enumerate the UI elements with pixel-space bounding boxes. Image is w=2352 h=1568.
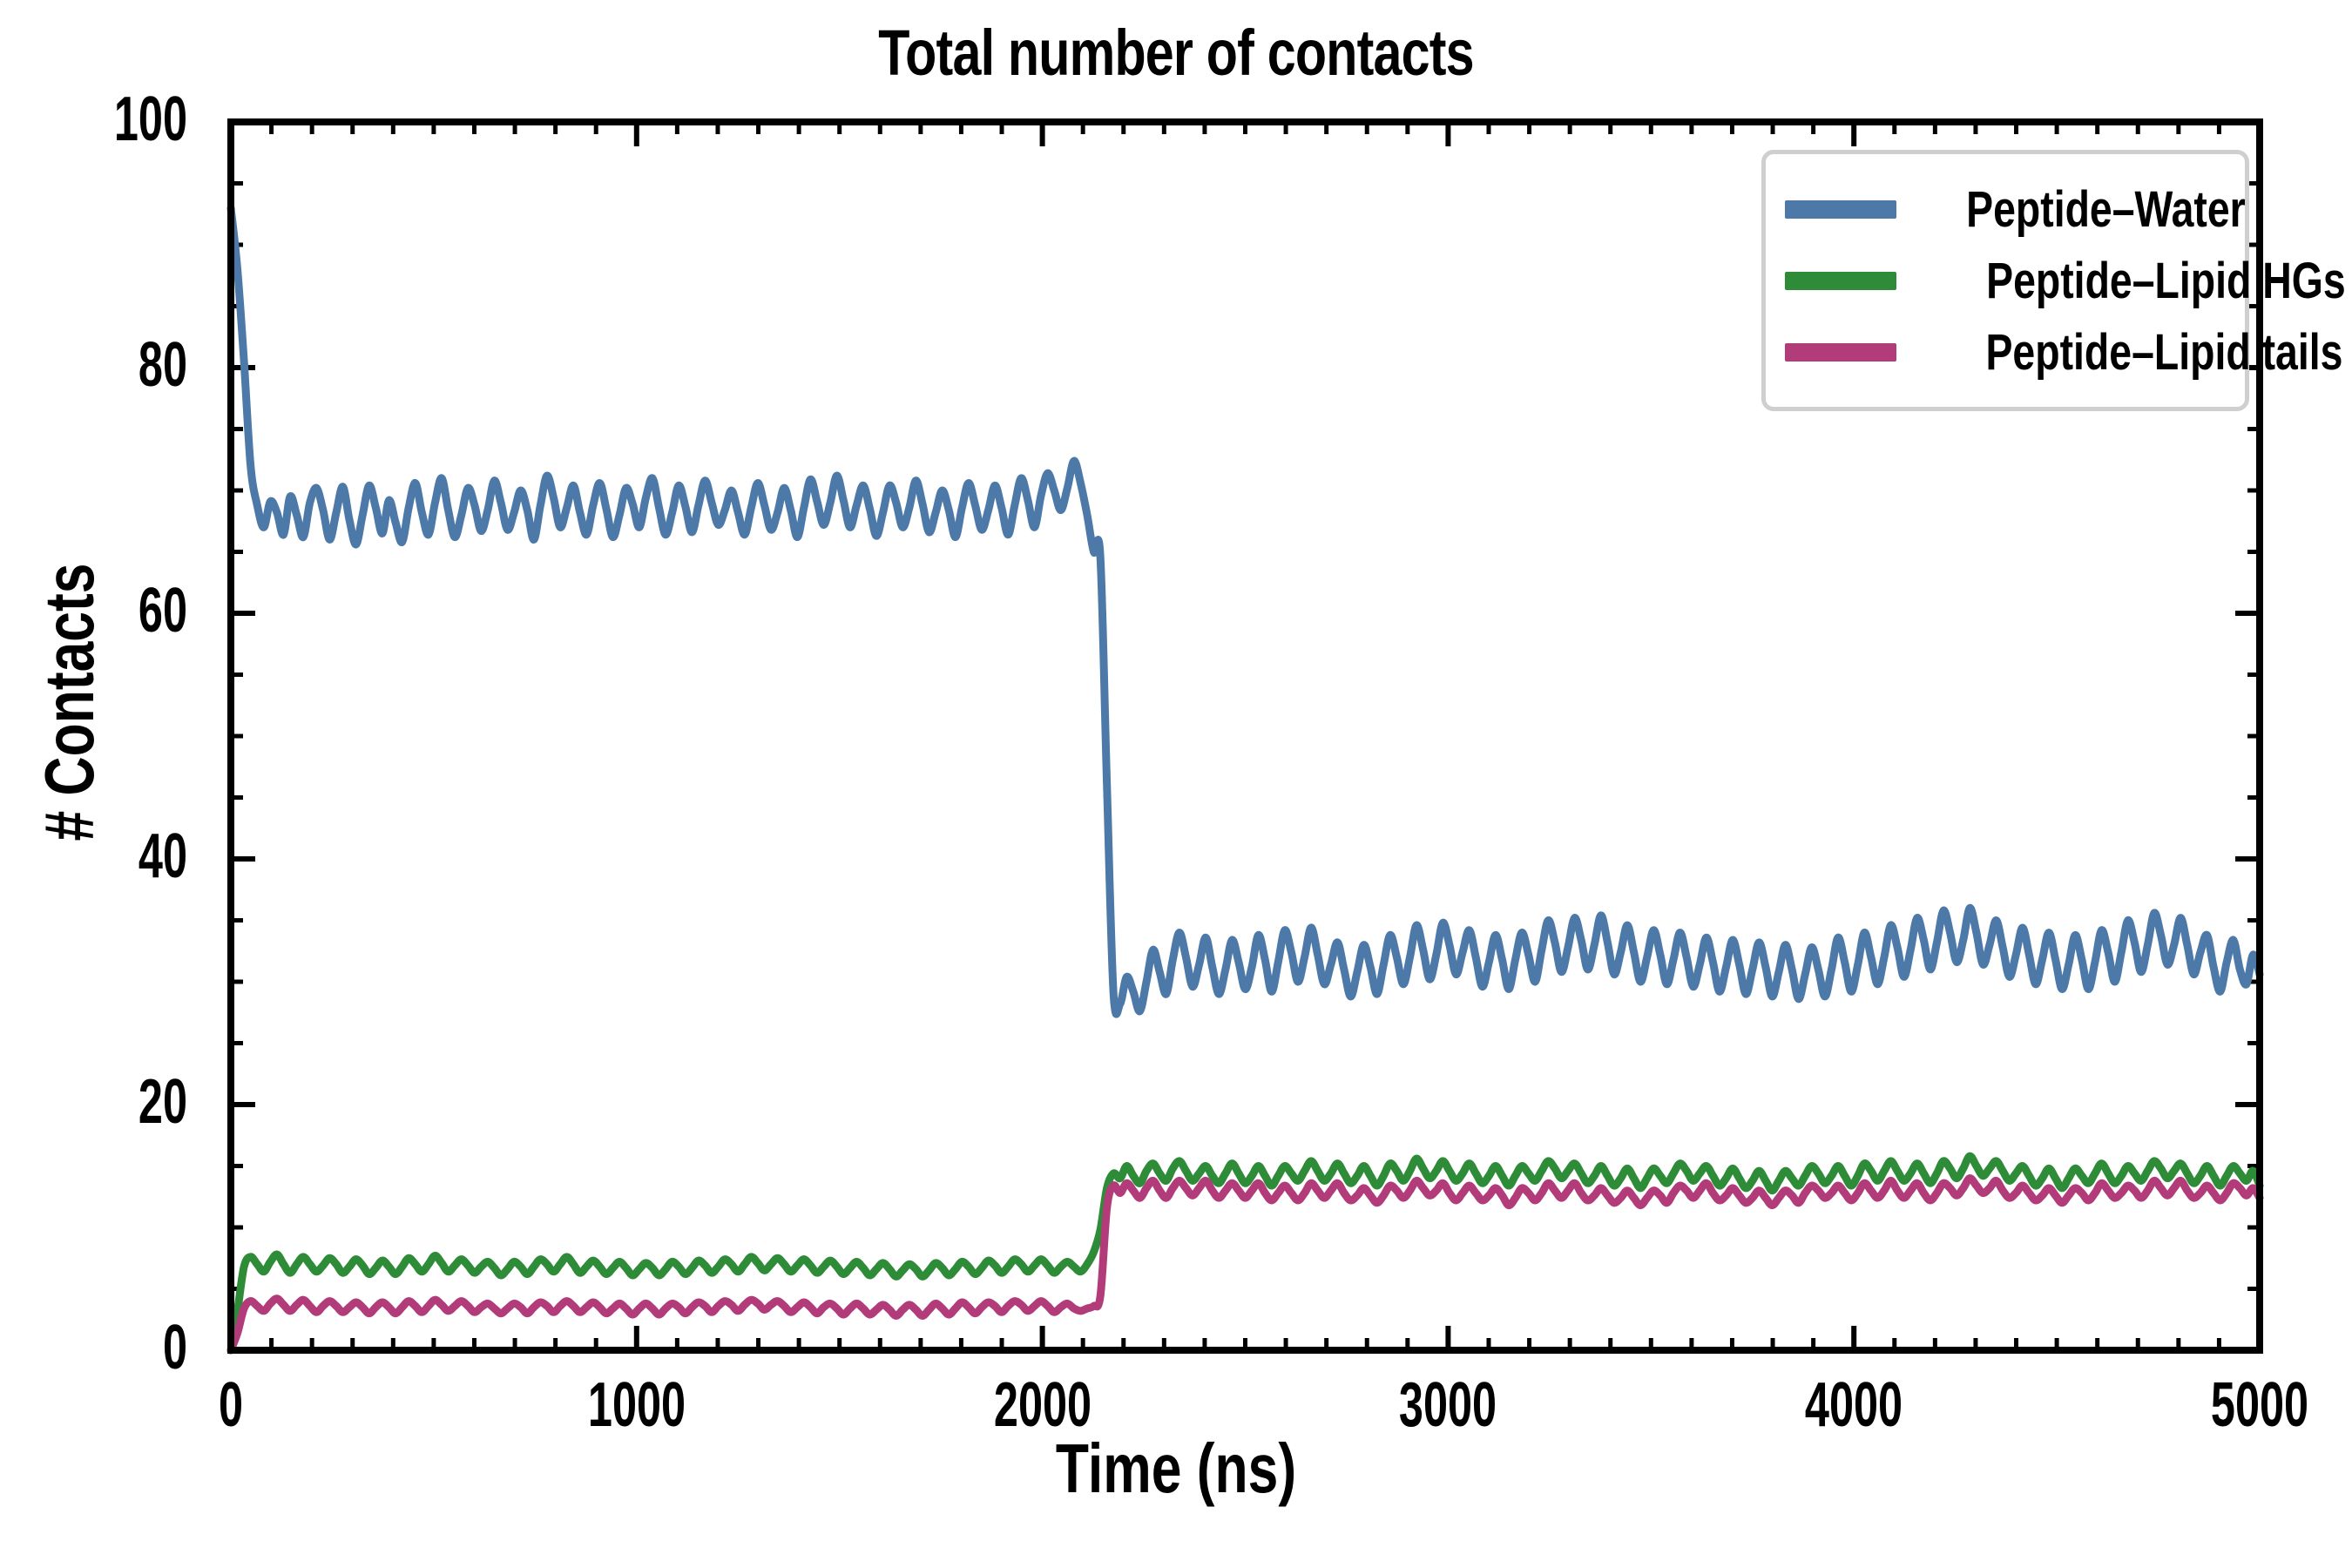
x-tick-label: 3000 xyxy=(1399,1370,1497,1440)
x-tick-label: 2000 xyxy=(993,1370,1092,1440)
legend-swatch-peptide-lipid-hgs xyxy=(1785,271,1896,290)
series-line xyxy=(226,204,2264,1018)
series-line xyxy=(226,1174,2264,1355)
y-axis-title: # Contacts xyxy=(30,563,108,841)
x-tick-label: 5000 xyxy=(2210,1370,2309,1440)
x-tick-label: 0 xyxy=(218,1370,244,1440)
y-tick-label: 60 xyxy=(138,576,187,645)
y-tick-label: 0 xyxy=(162,1313,187,1382)
legend-item: Peptide–Lipid tails xyxy=(1785,316,2342,388)
y-tick-label: 80 xyxy=(138,330,187,400)
series-line xyxy=(226,1152,2264,1355)
legend-label-peptide-lipid-tails: Peptide–Lipid tails xyxy=(1985,323,2343,381)
legend-item: Peptide–Water xyxy=(1785,173,2246,245)
x-tick-label: 1000 xyxy=(587,1370,686,1440)
legend-swatch-peptide-water xyxy=(1785,199,1896,219)
legend-item: Peptide–Lipid HGs xyxy=(1785,245,2346,316)
y-tick-label: 20 xyxy=(138,1067,187,1137)
x-tick-label: 4000 xyxy=(1805,1370,1903,1440)
legend-label-peptide-lipid-hgs: Peptide–Lipid HGs xyxy=(1986,252,2346,309)
legend-label-peptide-water: Peptide–Water xyxy=(1966,180,2246,238)
y-tick-label: 100 xyxy=(113,84,187,154)
x-axis-title: Time (ns) xyxy=(1055,1429,1297,1507)
y-tick-label: 40 xyxy=(138,821,187,891)
chart-legend: Peptide–Water Peptide–Lipid HGs Peptide–… xyxy=(1761,150,2346,411)
chart-title: Total number of contacts xyxy=(878,17,1474,89)
legend-swatch-peptide-lipid-tails xyxy=(1785,342,1896,362)
